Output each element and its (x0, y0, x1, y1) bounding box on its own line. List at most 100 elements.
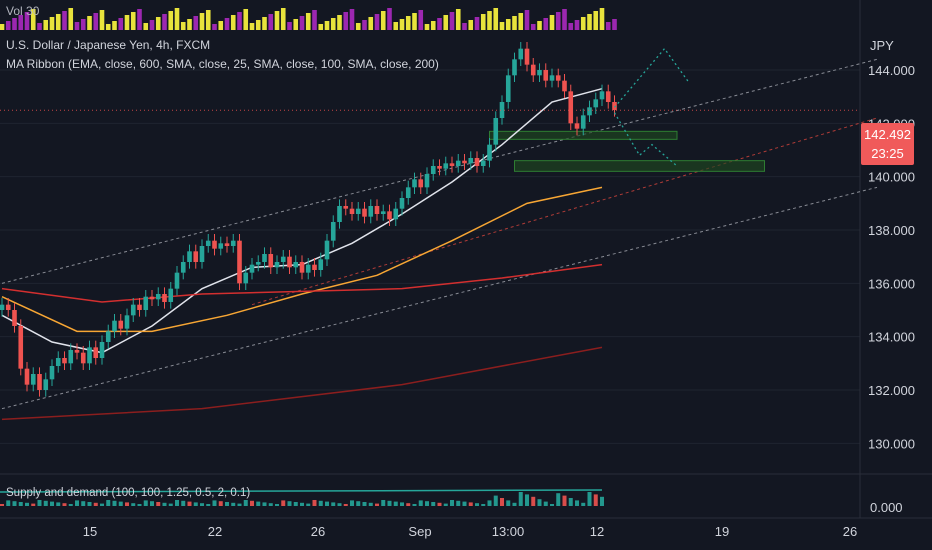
volume-bar (368, 17, 374, 30)
candle-body (337, 206, 342, 222)
volume-bar (443, 15, 449, 30)
volume-bar (374, 14, 380, 30)
candle-body (255, 262, 261, 265)
candle-body (312, 264, 317, 270)
indicator-bar (56, 502, 61, 506)
candle-body (387, 211, 392, 220)
indicator-bar (87, 502, 92, 506)
demand-zone (514, 160, 765, 172)
volume-bar (518, 13, 524, 30)
candle-body (462, 160, 467, 164)
indicator-bar (200, 503, 204, 506)
price-tick-label: 136.000 (868, 276, 915, 291)
candle-body (199, 246, 205, 262)
price-tick-label: 130.000 (868, 436, 915, 451)
candle-body (293, 262, 299, 268)
indicator-bar (318, 500, 323, 506)
volume-bar (218, 21, 224, 30)
current-price-badge (861, 123, 914, 165)
ma-line-ema-600 (1, 346, 603, 421)
candle-body (118, 320, 124, 329)
candle-body (193, 251, 199, 262)
indicator-legend: Supply and demand (100, 100, 1.25, 0.5, … (6, 487, 251, 499)
indicator-bar (431, 502, 436, 506)
candle-body (112, 320, 117, 332)
candle-body (205, 240, 211, 246)
candle-body (268, 254, 274, 268)
candle-body (30, 374, 36, 385)
volume-bar (255, 20, 261, 30)
volume-bar (68, 8, 74, 30)
volume-bar (462, 23, 467, 30)
candle-body (368, 206, 374, 217)
candle-body (24, 368, 30, 385)
candle-body (18, 326, 24, 369)
volume-bar (380, 11, 386, 30)
candle-body (487, 144, 492, 161)
price-tick-label: 144.000 (868, 63, 915, 78)
candle-body (430, 166, 436, 174)
indicator-bar (362, 502, 367, 506)
candle-body (305, 264, 311, 273)
indicator-bar (37, 500, 42, 506)
candle-body (243, 272, 249, 284)
candle-body (499, 102, 505, 118)
volume-bar (143, 23, 149, 30)
candle-body (324, 240, 330, 260)
indicator-bar (143, 500, 148, 506)
indicator-bar (137, 504, 142, 506)
indicator-bar (381, 500, 386, 506)
volume-bar (118, 18, 124, 30)
candle-body (143, 296, 149, 310)
candle-body (174, 272, 180, 289)
candle-body (587, 107, 592, 116)
volume-bar (74, 22, 80, 30)
price-tick-label: 132.000 (868, 383, 915, 398)
candle-body (518, 48, 524, 60)
volume-bar (349, 9, 355, 30)
volume-bars (0, 8, 617, 30)
volume-bar (280, 8, 286, 30)
indicator-bar (125, 502, 129, 506)
indicator-bar (293, 502, 298, 506)
indicator-bar (587, 492, 592, 506)
volume-bar (430, 21, 436, 30)
candles (0, 42, 617, 397)
indicator-bar (581, 502, 586, 506)
indicator-bar (337, 503, 342, 506)
volume-bar (324, 21, 330, 30)
candle-body (449, 163, 455, 166)
candle-body (130, 304, 136, 316)
indicator-bar (287, 501, 292, 506)
candle-body (555, 75, 561, 81)
volume-bar (55, 14, 61, 30)
indicator-bar (68, 504, 73, 506)
volume-bar (105, 24, 111, 30)
candle-body (318, 259, 324, 270)
indicator-bar (231, 502, 236, 506)
candle-body (380, 211, 386, 214)
projection-path-up (614, 47, 691, 108)
indicator-bar (150, 501, 154, 506)
volume-bar (555, 12, 561, 30)
indicator-bar (475, 503, 479, 506)
indicator-bar (443, 503, 448, 506)
volume-bar (30, 9, 36, 30)
indicator-bar (225, 502, 229, 506)
indicator-bar (193, 502, 198, 506)
indicator-bar (412, 504, 417, 506)
volume-bar (318, 24, 324, 30)
indicator-bar (243, 500, 248, 506)
volume-bar (243, 9, 249, 30)
candle-body (212, 240, 217, 249)
indicator-bar (400, 502, 404, 506)
candle-body (537, 70, 542, 76)
candle-body (12, 310, 17, 326)
indicator-bar (393, 501, 398, 506)
volume-bar (562, 9, 567, 30)
volume-bar (337, 15, 342, 30)
indicator-bar (75, 500, 79, 506)
volume-bar (287, 22, 292, 30)
volume-bar (474, 17, 480, 30)
